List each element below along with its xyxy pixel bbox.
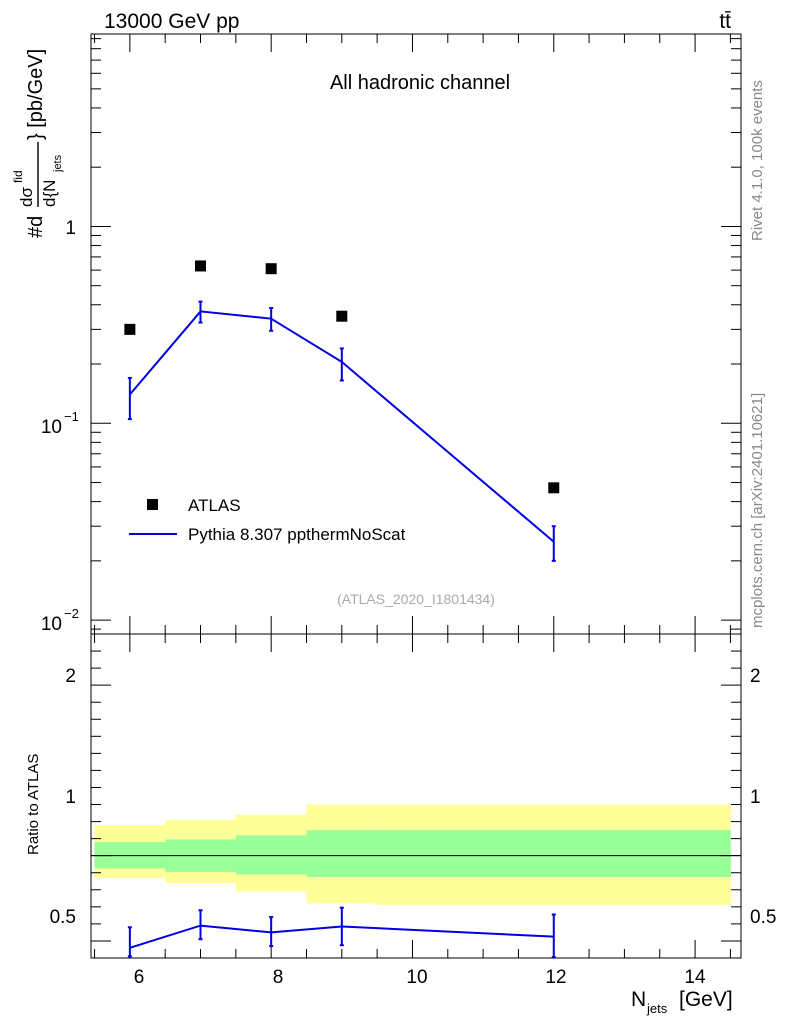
- ratio-y-label: Ratio to ATLAS: [25, 754, 42, 855]
- x-tick-6: 6: [134, 967, 145, 988]
- ratio-y-tick-1: 1: [65, 787, 76, 808]
- y-tick-exp-0.1: −1: [64, 409, 79, 424]
- analysis-id: (ATLAS_2020_I1801434): [337, 591, 495, 607]
- x-label-main: N: [631, 988, 646, 1011]
- y-label-suffix: } [pb/GeV]: [25, 49, 47, 140]
- y-tick-label-1: 1: [65, 218, 76, 239]
- ratio-panel: 2 1 0.5 2 1 0.5 Ratio to ATLAS 6 8 10 12…: [25, 633, 776, 1016]
- y-tick-label-0.01: 10: [41, 614, 62, 635]
- ratio-frame: [90, 633, 742, 959]
- atlas-data-point: [265, 263, 277, 275]
- y-label-denom: d{N: [40, 180, 59, 207]
- y-label-denom-sub: jets: [52, 154, 64, 173]
- stat-band-segment: [306, 830, 378, 877]
- main-frame: [90, 33, 742, 635]
- main-panel: All hadronic channel (ATLAS_2020_I180143…: [11, 33, 766, 635]
- atlas-data-point: [548, 482, 560, 494]
- stat-band-segment: [377, 830, 731, 877]
- x-tick-14: 14: [684, 967, 706, 988]
- legend-mc-label: Pythia 8.307 ppthermNoScat: [188, 525, 406, 544]
- x-label-unit: [GeV]: [679, 988, 733, 1011]
- x-tick-12: 12: [545, 967, 566, 988]
- x-tick-8: 8: [273, 967, 284, 988]
- stat-band-segment: [235, 835, 307, 875]
- y-tick-exp-0.01: −2: [64, 606, 79, 621]
- beam-label: 13000 GeV pp: [104, 10, 239, 33]
- legend-atlas-marker: [147, 499, 158, 510]
- rivet-version: Rivet 4.1.0, 100k events: [749, 80, 766, 241]
- y-label-numer-sup: fid: [11, 170, 25, 183]
- atlas-data-point: [195, 260, 207, 272]
- channel-label: All hadronic channel: [330, 72, 510, 94]
- y-label-prefix: #d: [25, 216, 47, 238]
- x-tick-10: 10: [406, 967, 427, 988]
- y-tick-label-0.1: 10: [41, 417, 62, 438]
- y-axis-label: #d dσ fid d{N jets } [pb/GeV]: [11, 49, 64, 238]
- atlas-data-point: [336, 310, 348, 322]
- ratio-y-tick-right-2: 2: [750, 666, 761, 687]
- ratio-y-tick-0.5: 0.5: [50, 907, 76, 928]
- atlas-data-point: [124, 323, 136, 335]
- ratio-y-tick-right-1: 1: [750, 787, 761, 808]
- ratio-y-tick-2: 2: [65, 666, 76, 687]
- process-label: tt̄: [719, 10, 731, 33]
- y-label-numer: dσ: [17, 187, 36, 207]
- x-label-sub: jets: [646, 1001, 668, 1016]
- x-axis-label: N jets [GeV]: [631, 988, 733, 1016]
- legend-atlas-label: ATLAS: [188, 496, 241, 515]
- source-url: mcplots.cern.ch [arXiv:2401.10621]: [749, 393, 766, 628]
- ratio-y-tick-right-0.5: 0.5: [750, 907, 776, 928]
